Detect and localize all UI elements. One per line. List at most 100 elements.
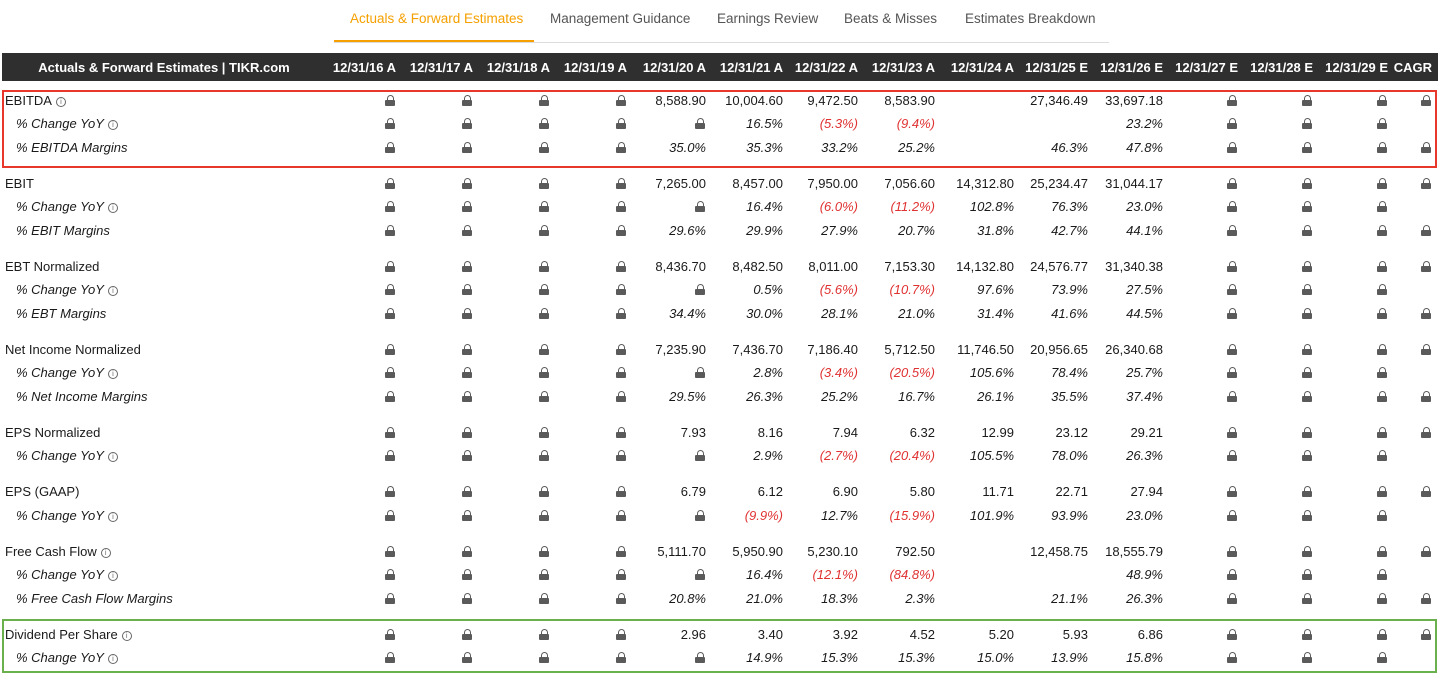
lock-icon[interactable] — [1227, 178, 1237, 189]
lock-icon[interactable] — [1421, 593, 1431, 604]
lock-icon[interactable] — [1302, 569, 1312, 580]
lock-icon[interactable] — [462, 178, 472, 189]
lock-icon[interactable] — [539, 427, 549, 438]
lock-icon[interactable] — [1227, 427, 1237, 438]
lock-icon[interactable] — [462, 450, 472, 461]
lock-icon[interactable] — [616, 225, 626, 236]
lock-icon[interactable] — [539, 95, 549, 106]
lock-icon[interactable] — [616, 95, 626, 106]
lock-icon[interactable] — [1227, 225, 1237, 236]
lock-icon[interactable] — [539, 593, 549, 604]
lock-icon[interactable] — [539, 178, 549, 189]
lock-icon[interactable] — [695, 510, 705, 521]
lock-icon[interactable] — [539, 546, 549, 557]
lock-icon[interactable] — [1377, 201, 1387, 212]
lock-icon[interactable] — [1377, 178, 1387, 189]
lock-icon[interactable] — [539, 486, 549, 497]
lock-icon[interactable] — [1302, 510, 1312, 521]
lock-icon[interactable] — [462, 225, 472, 236]
lock-icon[interactable] — [1302, 450, 1312, 461]
lock-icon[interactable] — [1227, 308, 1237, 319]
lock-icon[interactable] — [1377, 546, 1387, 557]
lock-icon[interactable] — [616, 629, 626, 640]
lock-icon[interactable] — [462, 201, 472, 212]
lock-icon[interactable] — [385, 569, 395, 580]
lock-icon[interactable] — [1227, 391, 1237, 402]
lock-icon[interactable] — [385, 629, 395, 640]
lock-icon[interactable] — [616, 652, 626, 663]
lock-icon[interactable] — [385, 225, 395, 236]
lock-icon[interactable] — [616, 142, 626, 153]
lock-icon[interactable] — [539, 652, 549, 663]
lock-icon[interactable] — [462, 427, 472, 438]
lock-icon[interactable] — [462, 391, 472, 402]
lock-icon[interactable] — [539, 118, 549, 129]
lock-icon[interactable] — [1377, 486, 1387, 497]
lock-icon[interactable] — [1227, 486, 1237, 497]
lock-icon[interactable] — [385, 486, 395, 497]
lock-icon[interactable] — [1302, 308, 1312, 319]
lock-icon[interactable] — [616, 284, 626, 295]
tab-management-guidance[interactable]: Management Guidance — [550, 11, 691, 26]
lock-icon[interactable] — [1421, 486, 1431, 497]
lock-icon[interactable] — [1227, 629, 1237, 640]
lock-icon[interactable] — [385, 546, 395, 557]
lock-icon[interactable] — [1302, 344, 1312, 355]
lock-icon[interactable] — [1227, 261, 1237, 272]
lock-icon[interactable] — [462, 569, 472, 580]
lock-icon[interactable] — [462, 284, 472, 295]
lock-icon[interactable] — [539, 629, 549, 640]
lock-icon[interactable] — [1377, 450, 1387, 461]
lock-icon[interactable] — [462, 629, 472, 640]
lock-icon[interactable] — [1227, 569, 1237, 580]
lock-icon[interactable] — [1377, 367, 1387, 378]
lock-icon[interactable] — [539, 569, 549, 580]
lock-icon[interactable] — [1377, 510, 1387, 521]
tab-estimates-breakdown[interactable]: Estimates Breakdown — [965, 11, 1096, 26]
lock-icon[interactable] — [616, 178, 626, 189]
lock-icon[interactable] — [1302, 427, 1312, 438]
info-icon[interactable]: i — [107, 452, 118, 462]
lock-icon[interactable] — [385, 308, 395, 319]
lock-icon[interactable] — [462, 546, 472, 557]
lock-icon[interactable] — [1302, 225, 1312, 236]
info-icon[interactable]: i — [107, 369, 118, 379]
tab-earnings-review[interactable]: Earnings Review — [717, 11, 819, 26]
lock-icon[interactable] — [1302, 284, 1312, 295]
lock-icon[interactable] — [695, 367, 705, 378]
lock-icon[interactable] — [616, 261, 626, 272]
lock-icon[interactable] — [1421, 391, 1431, 402]
lock-icon[interactable] — [462, 142, 472, 153]
lock-icon[interactable] — [616, 427, 626, 438]
lock-icon[interactable] — [385, 284, 395, 295]
lock-icon[interactable] — [539, 308, 549, 319]
lock-icon[interactable] — [1377, 629, 1387, 640]
lock-icon[interactable] — [695, 652, 705, 663]
lock-icon[interactable] — [1302, 201, 1312, 212]
lock-icon[interactable] — [385, 652, 395, 663]
lock-icon[interactable] — [1227, 510, 1237, 521]
lock-icon[interactable] — [1421, 178, 1431, 189]
lock-icon[interactable] — [1302, 652, 1312, 663]
lock-icon[interactable] — [1302, 391, 1312, 402]
lock-icon[interactable] — [539, 391, 549, 402]
info-icon[interactable]: i — [107, 120, 118, 130]
lock-icon[interactable] — [1302, 118, 1312, 129]
lock-icon[interactable] — [1227, 652, 1237, 663]
lock-icon[interactable] — [462, 510, 472, 521]
lock-icon[interactable] — [616, 486, 626, 497]
info-icon[interactable]: i — [107, 286, 118, 296]
lock-icon[interactable] — [1377, 118, 1387, 129]
lock-icon[interactable] — [1302, 178, 1312, 189]
lock-icon[interactable] — [385, 201, 395, 212]
lock-icon[interactable] — [1377, 391, 1387, 402]
lock-icon[interactable] — [1377, 593, 1387, 604]
lock-icon[interactable] — [616, 367, 626, 378]
lock-icon[interactable] — [385, 593, 395, 604]
lock-icon[interactable] — [462, 486, 472, 497]
lock-icon[interactable] — [1302, 546, 1312, 557]
lock-icon[interactable] — [616, 391, 626, 402]
lock-icon[interactable] — [1302, 593, 1312, 604]
info-icon[interactable]: i — [100, 548, 111, 558]
lock-icon[interactable] — [1421, 427, 1431, 438]
